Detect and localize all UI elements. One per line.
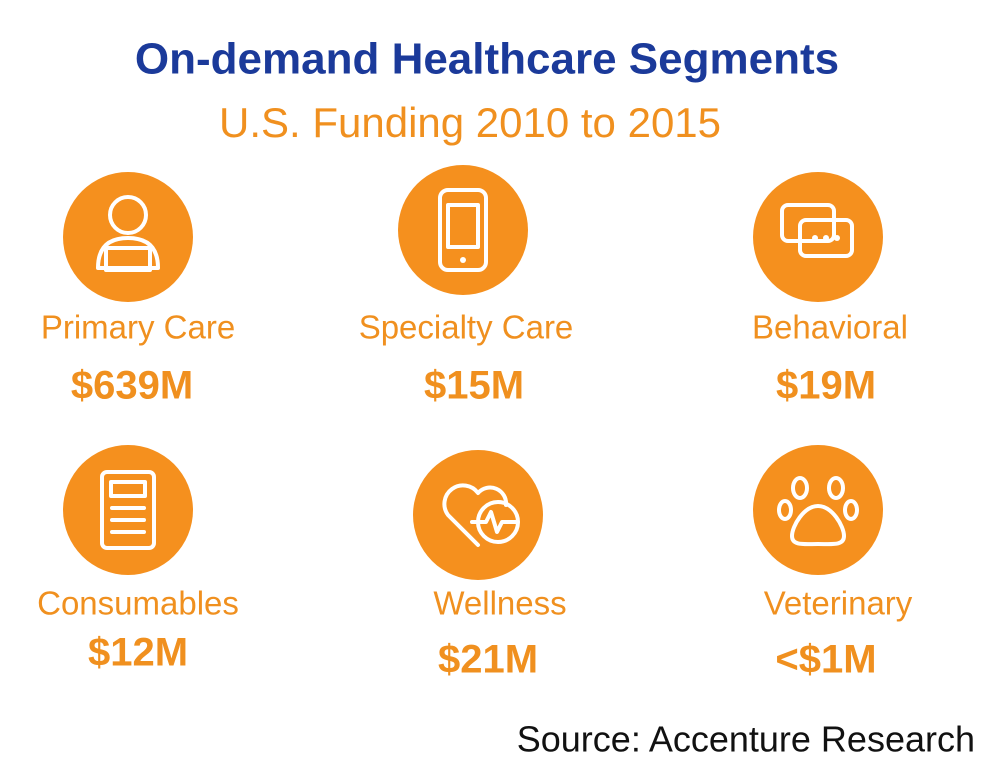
segment-label: Consumables — [37, 585, 239, 622]
segment-label: Specialty Care — [359, 309, 574, 346]
segment-label: Wellness — [433, 585, 566, 622]
segment-label: Primary Care — [41, 309, 235, 346]
segment-amount: $12M — [88, 631, 188, 675]
segment-amount: $21M — [438, 638, 538, 682]
icon-primary-care — [63, 172, 193, 302]
icon-wellness — [413, 450, 543, 580]
segment-amount: $639M — [71, 364, 193, 408]
title: On-demand Healthcare Segments — [135, 35, 839, 84]
icon-behavioral — [753, 172, 883, 302]
subtitle: U.S. Funding 2010 to 2015 — [219, 99, 721, 146]
segment-amount: $19M — [776, 364, 876, 408]
icon-specialty-care — [398, 165, 528, 295]
icon-consumables — [63, 445, 193, 575]
segment-label: Veterinary — [764, 585, 913, 622]
segment-amount: <$1M — [775, 638, 876, 682]
icon-veterinary — [753, 445, 883, 575]
segment-amount: $15M — [424, 364, 524, 408]
segment-label: Behavioral — [752, 309, 908, 346]
source: Source: Accenture Research — [517, 719, 975, 760]
